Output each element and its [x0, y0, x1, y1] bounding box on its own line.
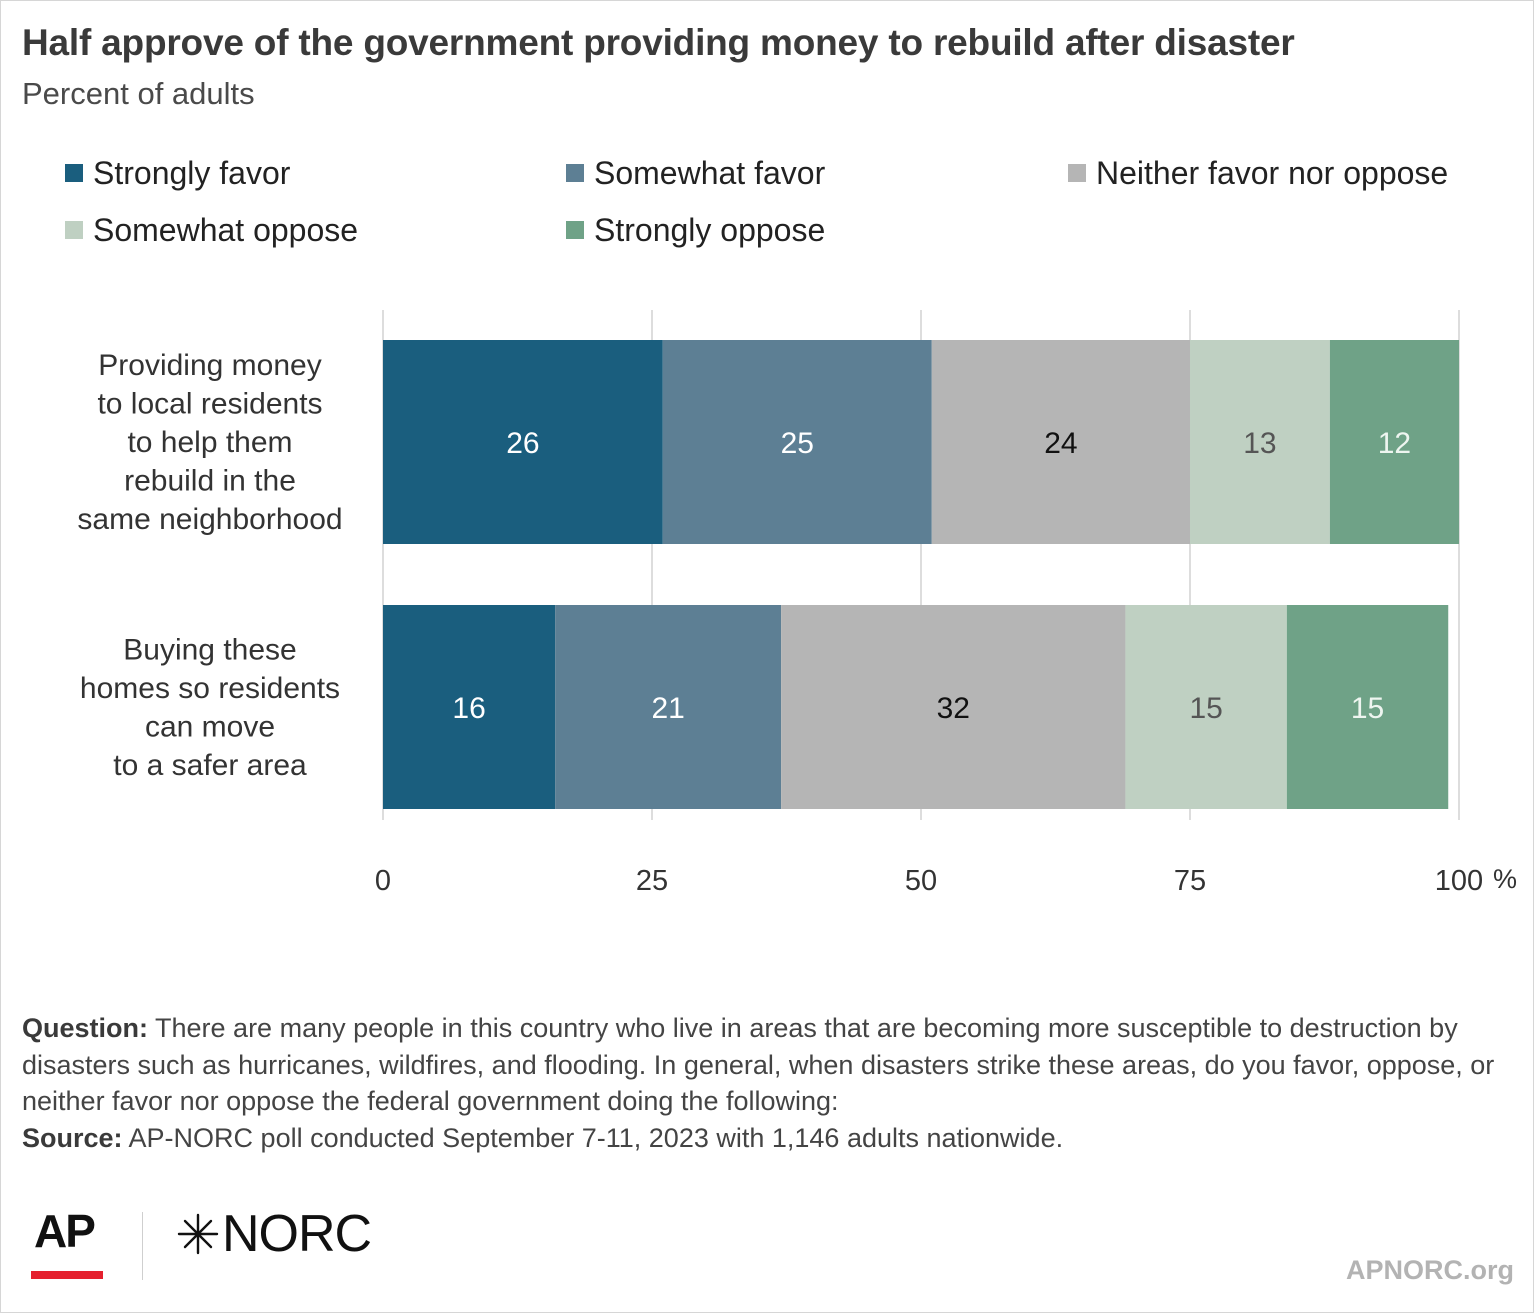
category-label: rebuild in the: [124, 465, 296, 498]
data-label: 24: [1044, 427, 1077, 460]
logo-divider: [142, 1212, 143, 1280]
category-label: Providing money: [98, 349, 321, 382]
category-label: same neighborhood: [77, 503, 342, 536]
x-tick-label: 50: [905, 865, 937, 897]
legend-label: Somewhat oppose: [93, 211, 359, 248]
chart-title: Half approve of the government providing…: [22, 22, 1295, 63]
data-label: 15: [1189, 692, 1222, 725]
legend-label: Neither favor nor oppose: [1096, 154, 1449, 191]
bar-segment: [383, 605, 556, 809]
data-label: 15: [1351, 692, 1384, 725]
legend-label: Strongly oppose: [594, 211, 826, 248]
legend-label: Strongly favor: [93, 154, 291, 191]
bar-segment: [1286, 605, 1449, 809]
legend-swatch: [65, 164, 83, 182]
data-label: 32: [937, 692, 970, 725]
legend-item-somewhat-oppose: Somewhat oppose: [65, 210, 358, 250]
question-label: Question:: [22, 1013, 148, 1043]
bar-segment: [931, 340, 1190, 544]
x-unit-label: %: [1493, 864, 1517, 894]
x-tick-label: 75: [1174, 865, 1206, 897]
data-label: 26: [506, 427, 539, 460]
bar-segment: [1190, 340, 1330, 544]
category-label: to help them: [127, 426, 292, 459]
legend-swatch: [1068, 164, 1086, 182]
legend-swatch: [566, 164, 584, 182]
legend-swatch: [65, 221, 83, 239]
data-label: 21: [651, 692, 684, 725]
question-text: There are many people in this country wh…: [22, 1013, 1495, 1117]
data-label: 12: [1378, 427, 1411, 460]
bar-segment: [1125, 605, 1287, 809]
norc-star-icon: [177, 1213, 219, 1255]
stacked-bar-chart: 26 25 24 13 12 Providing money to local reside…: [77, 310, 1517, 897]
footnote: Question: There are many people in this …: [22, 1010, 1502, 1156]
category-label: homes so residents: [80, 672, 340, 705]
norc-logo-text: NORC: [222, 1205, 372, 1263]
category-label: to local residents: [97, 388, 322, 421]
ap-logo-text: AP: [34, 1205, 96, 1257]
legend-item-strongly-oppose: Strongly oppose: [566, 210, 825, 250]
data-label: 16: [452, 692, 485, 725]
data-label: 13: [1243, 427, 1276, 460]
x-tick-label: 0: [375, 865, 391, 897]
bar-segment: [383, 340, 663, 544]
ap-logo: AP: [31, 1205, 106, 1281]
legend-label: Somewhat favor: [594, 154, 826, 191]
source-label: Source:: [22, 1122, 123, 1153]
chart-subtitle: Percent of adults: [22, 76, 255, 111]
bar-segment: [555, 605, 782, 809]
source-text: AP-NORC poll conducted September 7-11, 2…: [122, 1122, 1064, 1153]
bar-segment: [1329, 340, 1459, 544]
legend-item-strongly-favor: Strongly favor: [65, 153, 290, 193]
legend-swatch: [566, 221, 584, 239]
bar-segment: [662, 340, 932, 544]
site-url: APNORC.org: [1346, 1255, 1514, 1285]
category-label: to a safer area: [113, 749, 307, 782]
norc-logo: NORC: [176, 1205, 372, 1263]
x-tick-label: 100: [1435, 865, 1483, 897]
legend-item-neither: Neither favor nor oppose: [1068, 153, 1448, 193]
bar-segment: [781, 605, 1126, 809]
category-label: Buying these: [123, 633, 296, 666]
ap-logo-bar: [31, 1271, 103, 1279]
data-label: 25: [781, 427, 814, 460]
category-label: can move: [145, 710, 275, 743]
legend-item-somewhat-favor: Somewhat favor: [566, 153, 825, 193]
x-tick-label: 25: [636, 865, 668, 897]
